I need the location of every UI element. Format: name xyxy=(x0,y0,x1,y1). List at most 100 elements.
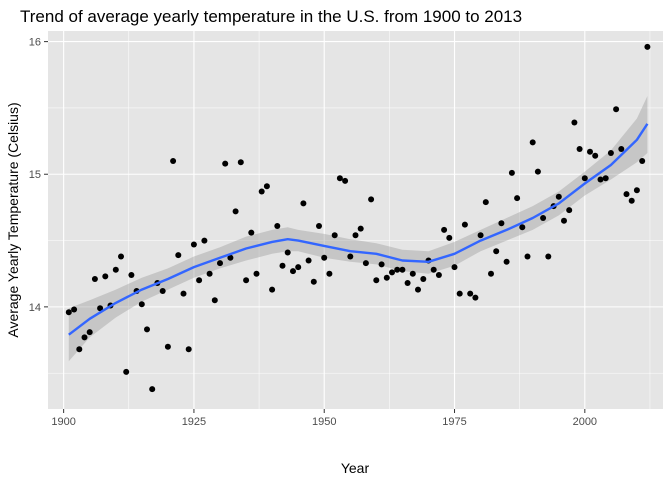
data-point xyxy=(65,309,72,316)
data-point xyxy=(456,290,463,297)
data-point xyxy=(248,229,255,236)
data-point xyxy=(561,217,567,224)
data-point xyxy=(269,286,276,293)
data-point xyxy=(274,223,281,229)
data-point xyxy=(71,306,78,313)
data-point xyxy=(493,248,500,255)
data-point xyxy=(217,260,223,267)
data-point xyxy=(326,270,333,277)
grid-lines xyxy=(48,31,663,409)
data-point xyxy=(211,297,218,304)
data-point xyxy=(362,260,369,267)
data-point xyxy=(482,199,489,206)
data-points xyxy=(65,43,651,393)
data-point xyxy=(123,368,130,375)
data-point xyxy=(97,305,104,312)
x-axis-title: Year xyxy=(341,460,370,476)
trend-line xyxy=(68,123,649,336)
y-tick-label: 16 xyxy=(29,37,41,49)
data-point xyxy=(128,272,135,278)
data-point xyxy=(394,266,401,273)
data-point xyxy=(253,270,260,277)
data-point xyxy=(545,253,552,260)
data-point xyxy=(623,191,630,198)
x-tick-label: 2000 xyxy=(573,416,597,428)
confidence-band xyxy=(68,96,648,362)
data-point xyxy=(639,158,646,164)
data-point xyxy=(180,290,187,297)
confidence-ribbon xyxy=(68,96,648,362)
chart-title: Trend of average yearly temperature in t… xyxy=(20,7,522,26)
data-point xyxy=(477,232,484,239)
data-point xyxy=(503,258,510,265)
data-point xyxy=(149,386,156,393)
data-point xyxy=(138,301,145,308)
plot-panel xyxy=(48,31,663,409)
data-point xyxy=(524,253,531,260)
data-point xyxy=(316,223,322,229)
data-point xyxy=(628,197,635,204)
data-point xyxy=(86,329,93,336)
data-point xyxy=(201,237,208,244)
data-point xyxy=(488,270,494,277)
data-point xyxy=(576,146,583,152)
data-point xyxy=(357,225,364,232)
data-point xyxy=(76,346,83,353)
y-tick-label: 14 xyxy=(29,302,41,314)
data-point xyxy=(592,152,599,159)
data-point xyxy=(430,266,437,273)
data-point xyxy=(607,150,614,156)
data-point xyxy=(581,175,588,182)
data-point xyxy=(91,276,98,282)
data-point xyxy=(102,273,109,280)
data-point xyxy=(534,168,541,175)
data-point xyxy=(222,160,229,167)
data-point xyxy=(529,139,536,146)
data-point xyxy=(467,290,474,297)
x-tick-label: 1925 xyxy=(182,416,206,428)
y-axis-title: Average Yearly Temperature (Celsius) xyxy=(5,102,21,337)
data-point xyxy=(258,188,265,195)
data-point xyxy=(446,234,453,241)
data-point xyxy=(290,268,296,275)
data-point xyxy=(190,241,197,248)
data-point xyxy=(342,177,349,184)
data-point xyxy=(519,224,526,231)
data-point xyxy=(112,266,119,273)
data-point xyxy=(498,220,505,227)
data-point xyxy=(118,253,124,260)
data-point xyxy=(279,262,286,269)
x-tick-label: 1975 xyxy=(442,416,466,428)
data-point xyxy=(263,183,270,190)
data-point xyxy=(633,187,640,194)
data-point xyxy=(368,196,375,203)
data-point xyxy=(435,272,442,278)
smooth-trend xyxy=(68,123,649,336)
data-point xyxy=(409,270,416,277)
data-point xyxy=(310,278,317,285)
data-point xyxy=(373,277,380,284)
data-point xyxy=(613,106,620,113)
data-point xyxy=(514,195,521,202)
data-point xyxy=(587,148,593,155)
data-point xyxy=(232,208,239,215)
axes: 1900 1925 1950 1975 2000 14 15 16 xyxy=(29,37,597,428)
data-point xyxy=(237,159,244,166)
x-tick-label: 1950 xyxy=(312,416,336,428)
data-point xyxy=(331,232,338,239)
data-point xyxy=(295,264,302,271)
data-point xyxy=(461,221,468,228)
data-point xyxy=(597,176,604,183)
data-point xyxy=(508,169,515,176)
data-point xyxy=(336,175,343,182)
data-point xyxy=(227,254,234,261)
data-point xyxy=(555,193,562,200)
data-point xyxy=(144,326,150,333)
data-point xyxy=(540,215,547,221)
x-tick-label: 1900 xyxy=(51,416,75,428)
data-point xyxy=(300,200,307,207)
data-point xyxy=(441,226,448,233)
data-point xyxy=(571,119,578,126)
data-point xyxy=(159,288,166,294)
